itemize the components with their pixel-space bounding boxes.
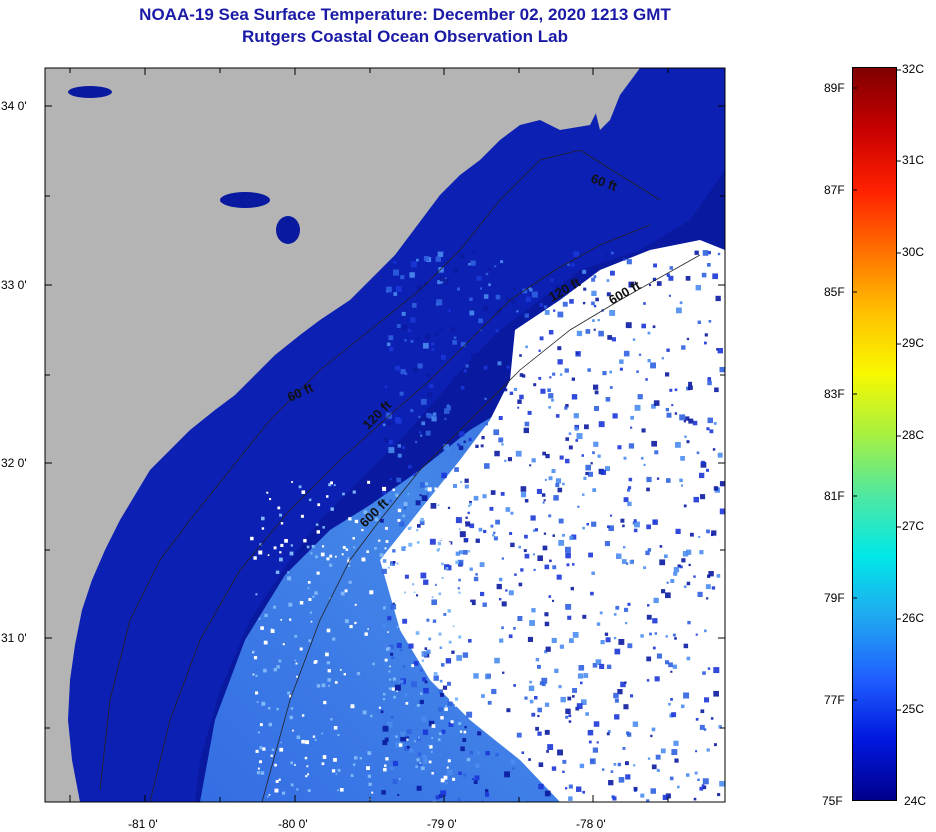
contour-600ft bbox=[261, 254, 701, 802]
map-frame bbox=[44, 67, 726, 803]
lat-label: 32 0' bbox=[1, 456, 27, 470]
temperature-colorbar bbox=[852, 67, 897, 801]
barrier-island bbox=[595, 68, 640, 130]
lon-ticks bbox=[69, 68, 669, 802]
lake bbox=[220, 192, 270, 208]
celsius-label: 25C bbox=[902, 702, 925, 716]
contour-120ft bbox=[149, 224, 651, 802]
celsius-label: 26C bbox=[902, 611, 925, 625]
lon-label: -81 0' bbox=[128, 817, 158, 831]
lake bbox=[276, 216, 300, 244]
contour-60ft bbox=[99, 149, 661, 791]
fahrenheit-label: 75F bbox=[822, 794, 843, 808]
fahrenheit-label: 85F bbox=[824, 285, 845, 299]
celsius-label: 30C bbox=[902, 245, 925, 259]
fahrenheit-label: 77F bbox=[824, 693, 845, 707]
lake bbox=[68, 86, 112, 98]
land-area bbox=[45, 68, 608, 802]
fahrenheit-label: 83F bbox=[824, 387, 845, 401]
lat-ticks bbox=[45, 105, 725, 729]
celsius-label: 31C bbox=[902, 153, 925, 167]
celsius-label: 29C bbox=[902, 336, 925, 350]
cloud-cover bbox=[380, 240, 725, 802]
lat-label: 33 0' bbox=[1, 278, 27, 292]
fahrenheit-label: 81F bbox=[824, 489, 845, 503]
lon-label: -78 0' bbox=[576, 817, 606, 831]
fahrenheit-label: 87F bbox=[824, 183, 845, 197]
lon-label: -80 0' bbox=[278, 817, 308, 831]
celsius-label: 24C bbox=[904, 794, 927, 808]
celsius-label: 32C bbox=[902, 62, 925, 76]
lat-label: 34 0' bbox=[1, 99, 27, 113]
fahrenheit-label: 89F bbox=[824, 81, 845, 95]
lon-label: -79 0' bbox=[427, 817, 457, 831]
lat-label: 31 0' bbox=[1, 631, 27, 645]
celsius-label: 28C bbox=[902, 428, 925, 442]
fahrenheit-label: 79F bbox=[824, 591, 845, 605]
map-subtitle: Rutgers Coastal Ocean Observation Lab bbox=[242, 27, 568, 46]
celsius-label: 27C bbox=[902, 519, 925, 533]
map-title: NOAA-19 Sea Surface Temperature: Decembe… bbox=[139, 5, 671, 24]
